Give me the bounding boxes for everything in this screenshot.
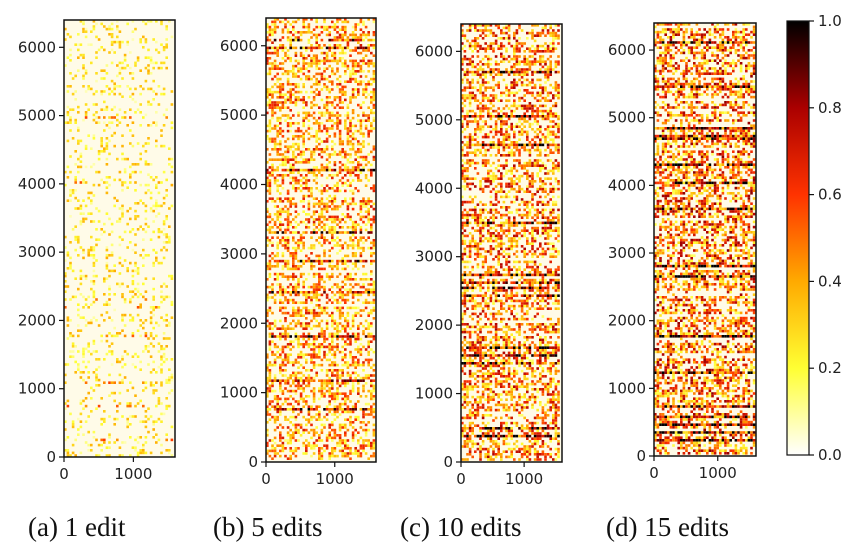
y-tick-label: 5000 — [415, 111, 453, 129]
heatmap-cells — [654, 23, 756, 455]
colorbar-gradient — [786, 20, 810, 456]
x-tick-label: 1000 — [114, 465, 152, 483]
y-tick-label: 1000 — [220, 384, 258, 402]
colorbar-tick-label: 0.0 — [818, 446, 842, 464]
y-tick-label: 2000 — [608, 312, 646, 330]
y-tick-label: 3000 — [220, 245, 258, 263]
y-tick-label: 6000 — [608, 41, 646, 59]
y-tick-label: 4000 — [220, 176, 258, 194]
y-tick-label: 0 — [636, 447, 646, 465]
y-tick-label: 5000 — [608, 109, 646, 127]
y-tick-label: 6000 — [415, 42, 453, 60]
heatmap-panel-2: 0 1000 2000 3000 4000 5000 6000 0 1000 (b) 5 edit… — [213, 17, 377, 542]
y-tick-label: 5000 — [18, 107, 56, 125]
panel-caption: (c) 10 edits — [400, 512, 521, 542]
panel-caption: (b) 5 edits — [213, 512, 322, 542]
x-tick-label: 0 — [649, 464, 659, 482]
heatmap-cells — [461, 24, 560, 461]
x-tick-label: 1000 — [316, 470, 354, 488]
y-tick-label: 1000 — [608, 379, 646, 397]
colorbar-tick-label: 0.4 — [818, 272, 842, 290]
y-tick-label: 4000 — [415, 179, 453, 197]
y-tick-label: 6000 — [18, 38, 56, 56]
y-tick-label: 1000 — [415, 385, 453, 403]
x-tick-label: 1000 — [699, 464, 737, 482]
colorbar-tick-label: 0.8 — [818, 99, 842, 117]
x-tick-label: 0 — [456, 470, 466, 488]
panel-frame — [460, 23, 563, 463]
y-tick-label: 3000 — [415, 248, 453, 266]
panel-frame — [653, 22, 757, 457]
panel-frame — [63, 19, 176, 458]
heatmap-cells — [64, 20, 174, 457]
y-tick-label: 0 — [443, 453, 453, 471]
y-tick-label: 6000 — [220, 37, 258, 55]
y-tick-label: 0 — [248, 453, 258, 471]
x-tick-label: 0 — [59, 465, 69, 483]
colorbar-tick-label: 0.2 — [818, 359, 842, 377]
heatmap-panel-3: 0 1000 2000 3000 4000 5000 6000 0 1000 (c) 10 edi… — [400, 23, 563, 542]
y-tick-label: 2000 — [220, 314, 258, 332]
panel-caption: (d) 15 edits — [606, 512, 729, 542]
panel-caption: (a) 1 edit — [28, 512, 126, 542]
colorbar-tick-label: 1.0 — [818, 12, 842, 30]
y-tick-label: 2000 — [18, 311, 56, 329]
y-tick-label: 3000 — [18, 243, 56, 261]
y-tick-label: 4000 — [608, 176, 646, 194]
x-tick-label: 1000 — [505, 470, 543, 488]
heatmap-panel-1: 0 1000 2000 3000 4000 5000 6000 0 1000 (a) 1 edit — [18, 19, 176, 542]
y-tick-label: 4000 — [18, 175, 56, 193]
y-tick-label: 2000 — [415, 316, 453, 334]
x-tick-label: 0 — [261, 470, 271, 488]
heatmap-panel-4: 0 1000 2000 3000 4000 5000 6000 0 1000 (d) 15 edi… — [606, 22, 757, 542]
y-tick-label: 1000 — [18, 380, 56, 398]
heatmap-cells — [266, 18, 376, 460]
y-tick-label: 5000 — [220, 106, 258, 124]
y-tick-label: 0 — [46, 448, 56, 466]
panel-frame — [265, 17, 377, 463]
colorbar-tick-label: 0.6 — [818, 186, 842, 204]
y-tick-label: 3000 — [608, 244, 646, 262]
colorbar: 0.0 0.2 0.4 0.6 0.8 1.0 — [786, 12, 842, 464]
